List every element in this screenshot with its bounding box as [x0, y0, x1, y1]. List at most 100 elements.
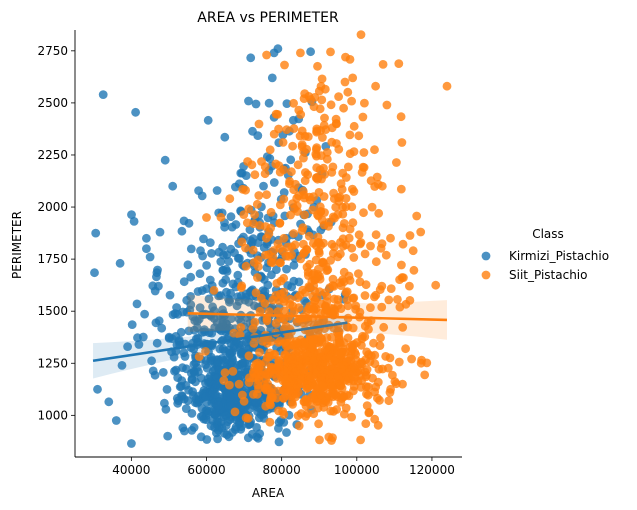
data-point [140, 309, 150, 319]
data-point [361, 419, 371, 428]
data-point [280, 350, 290, 360]
data-point [279, 247, 288, 256]
data-point [318, 133, 327, 142]
data-point [275, 200, 285, 210]
data-point [376, 243, 386, 253]
data-point [261, 250, 270, 260]
data-point [231, 425, 240, 434]
data-point [364, 408, 374, 418]
data-point [214, 401, 223, 410]
data-point [212, 373, 222, 383]
data-point [254, 191, 264, 200]
data-point [289, 260, 299, 270]
data-point [342, 287, 352, 296]
data-point [255, 348, 264, 357]
data-point [142, 244, 151, 254]
data-point [366, 303, 375, 312]
data-point [386, 384, 395, 394]
data-point [377, 302, 387, 312]
data-point [267, 388, 276, 398]
data-point [356, 30, 366, 39]
data-point [352, 338, 362, 347]
data-point [338, 209, 348, 219]
data-point [322, 266, 332, 275]
data-point [361, 372, 371, 382]
data-point [321, 125, 331, 134]
data-point [201, 392, 211, 401]
data-point [282, 99, 292, 108]
data-point [234, 418, 244, 428]
data-point [416, 358, 426, 368]
y-tick-label: 2500 [37, 96, 68, 110]
data-point [279, 188, 289, 197]
data-point [235, 254, 244, 263]
data-point [211, 390, 221, 399]
data-point [401, 344, 410, 354]
data-point [313, 348, 323, 358]
data-point [393, 295, 402, 304]
data-point [264, 98, 274, 108]
data-point [366, 241, 375, 251]
confidence-band [93, 314, 348, 379]
data-point [342, 322, 352, 331]
data-point [279, 233, 289, 243]
data-point [134, 340, 144, 349]
data-point [340, 77, 350, 87]
data-point [250, 170, 260, 180]
data-point [253, 273, 262, 282]
data-point [373, 420, 383, 430]
data-point [225, 295, 235, 305]
data-point [303, 361, 313, 371]
data-point [253, 255, 263, 265]
data-point [184, 326, 194, 336]
data-point [355, 277, 365, 287]
data-point [273, 44, 283, 54]
data-point [178, 423, 188, 433]
data-point [260, 162, 270, 172]
data-point [442, 81, 452, 91]
data-point [346, 342, 355, 352]
data-point [211, 409, 220, 419]
data-point [243, 433, 253, 443]
data-point [397, 260, 406, 270]
data-point [305, 348, 315, 357]
data-point [382, 100, 392, 110]
data-point [316, 390, 326, 400]
data-point [194, 352, 204, 361]
data-point [256, 293, 266, 303]
data-point [262, 50, 271, 60]
data-point [221, 275, 231, 285]
data-point [115, 258, 125, 268]
data-point [152, 338, 162, 348]
data-point [266, 257, 276, 267]
data-point [162, 385, 172, 394]
data-point [186, 272, 196, 282]
data-point [197, 404, 207, 413]
data-point [160, 398, 169, 408]
data-point [407, 354, 416, 364]
data-point [148, 366, 158, 376]
data-point [315, 165, 325, 175]
data-point [276, 258, 285, 268]
data-point [312, 367, 321, 377]
data-point [349, 253, 359, 262]
data-point [164, 333, 174, 343]
data-point [160, 155, 170, 165]
data-point [199, 234, 208, 244]
data-point [293, 160, 303, 170]
y-tick-label: 2250 [37, 148, 68, 162]
data-point [209, 286, 219, 295]
data-point [241, 185, 251, 195]
data-point [226, 288, 236, 298]
data-point [243, 414, 253, 423]
data-point [224, 257, 234, 266]
data-point [315, 202, 325, 212]
data-point [183, 260, 193, 270]
data-point [175, 336, 184, 345]
data-point [348, 73, 358, 83]
data-point [182, 295, 192, 305]
x-tick-label: 60000 [187, 463, 225, 477]
data-point [246, 53, 256, 63]
data-point [308, 292, 318, 301]
data-point [394, 59, 404, 68]
